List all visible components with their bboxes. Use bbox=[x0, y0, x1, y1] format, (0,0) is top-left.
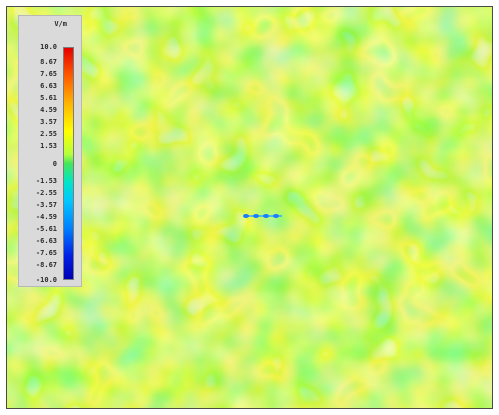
legend-tick-label: -8.67 bbox=[35, 260, 57, 269]
legend-tick-label: 3.57 bbox=[40, 117, 57, 126]
legend-tick-label: 5.61 bbox=[40, 94, 57, 103]
legend-tick-label: 2.55 bbox=[40, 129, 57, 138]
legend-tick-label: 7.65 bbox=[40, 70, 57, 79]
legend-tick-label: 8.67 bbox=[40, 58, 57, 67]
field-distribution bbox=[7, 7, 492, 408]
legend-tick-label: -5.61 bbox=[35, 224, 57, 233]
legend-unit: V/m bbox=[54, 20, 67, 28]
legend-tick-label: -1.53 bbox=[35, 177, 57, 186]
field-viewport[interactable]: V/m 10.0 8.67 7.65 6.63 5.61 4.59 3.57 2.55 1.53… bbox=[6, 6, 493, 409]
legend-tick-label: -7.65 bbox=[35, 248, 57, 257]
legend-tick-label: 4.59 bbox=[40, 106, 57, 115]
color-legend: V/m 10.0 8.67 7.65 6.63 5.61 4.59 3.57 2.55 1.53… bbox=[18, 15, 82, 287]
legend-tick-label: 6.63 bbox=[40, 82, 57, 91]
field-plot[interactable] bbox=[7, 7, 492, 408]
legend-tick-label: 10.0 bbox=[40, 43, 57, 51]
legend-tick-label: 0 bbox=[52, 159, 57, 168]
probe-marker[interactable] bbox=[263, 214, 269, 218]
legend-tick-label: -2.55 bbox=[35, 189, 57, 198]
probe-marker[interactable] bbox=[253, 214, 259, 218]
legend-tick-label: -4.59 bbox=[35, 212, 57, 221]
legend-tick-label: -3.57 bbox=[35, 201, 57, 210]
probe-marker[interactable] bbox=[243, 214, 249, 218]
legend-tick-label: 1.53 bbox=[40, 141, 57, 150]
probe-marker[interactable] bbox=[273, 214, 279, 218]
legend-tick-label: -6.63 bbox=[35, 236, 57, 245]
color-bar bbox=[63, 47, 74, 280]
legend-tick-label: -10.0 bbox=[35, 276, 57, 284]
